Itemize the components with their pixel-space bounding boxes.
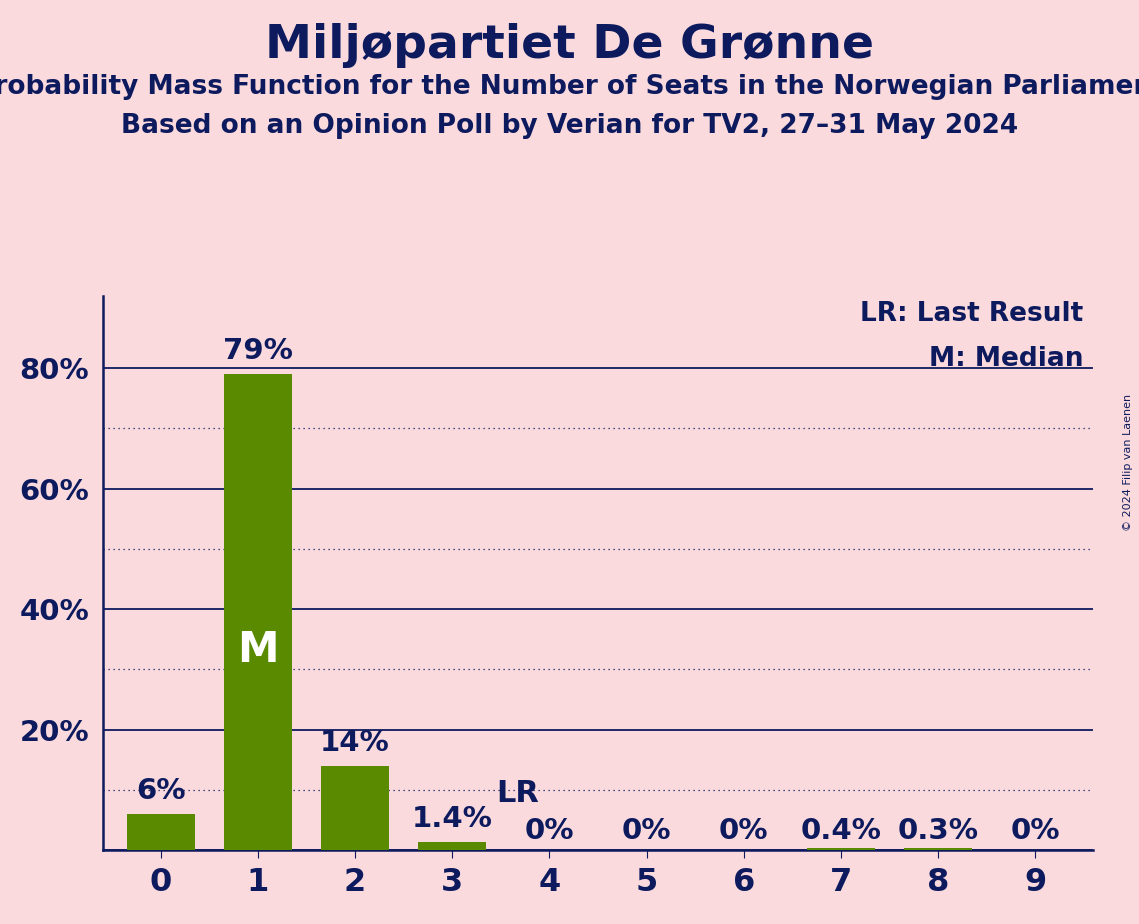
Text: LR: LR [495, 780, 539, 808]
Bar [126, 814, 195, 850]
Bar [418, 842, 486, 850]
Text: 0%: 0% [622, 817, 671, 845]
Bar [904, 848, 972, 850]
Text: Miljøpartiet De Grønne: Miljøpartiet De Grønne [265, 23, 874, 68]
Text: 0%: 0% [525, 817, 574, 845]
Text: 6%: 6% [136, 777, 186, 805]
Text: M: Median: M: Median [929, 346, 1083, 371]
Text: M: M [237, 629, 279, 671]
Bar [321, 766, 390, 850]
Text: 0%: 0% [719, 817, 769, 845]
Text: 14%: 14% [320, 729, 390, 757]
Text: 1.4%: 1.4% [412, 805, 493, 833]
Text: Based on an Opinion Poll by Verian for TV2, 27–31 May 2024: Based on an Opinion Poll by Verian for T… [121, 113, 1018, 139]
Text: 0.4%: 0.4% [801, 817, 882, 845]
Text: 0%: 0% [1010, 817, 1060, 845]
Text: LR: Last Result: LR: Last Result [860, 301, 1083, 327]
Text: 79%: 79% [223, 337, 293, 365]
Bar [806, 847, 875, 850]
Text: 0.3%: 0.3% [898, 817, 978, 845]
Text: Probability Mass Function for the Number of Seats in the Norwegian Parliament: Probability Mass Function for the Number… [0, 74, 1139, 100]
Text: © 2024 Filip van Laenen: © 2024 Filip van Laenen [1123, 394, 1133, 530]
Bar [224, 374, 292, 850]
